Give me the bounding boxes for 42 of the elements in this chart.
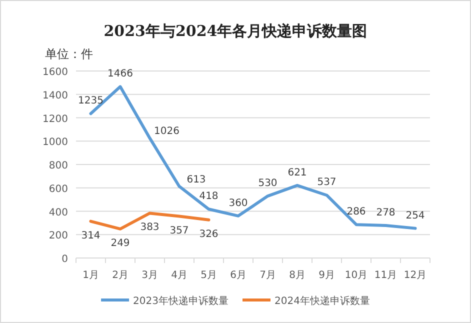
data-label: 418: [199, 191, 218, 202]
x-tick-label: 9月: [318, 270, 335, 281]
data-label: 530: [258, 178, 278, 190]
x-tick-label: 1月: [82, 270, 99, 281]
x-tick-label: 6月: [230, 270, 246, 281]
chart-title: 2023年与2024年各月快递申诉数量图: [104, 22, 368, 40]
y-tick-label: 0: [62, 254, 68, 265]
x-tick-label: 7月: [260, 270, 276, 281]
data-label: 1466: [108, 68, 133, 80]
data-label: 278: [376, 208, 396, 219]
data-label: 254: [406, 210, 425, 222]
legend-label: 2023年快递申诉数量: [133, 295, 228, 307]
data-label: 360: [228, 198, 248, 209]
data-label: 613: [186, 174, 206, 186]
data-label: 326: [199, 228, 218, 240]
y-tick-label: 600: [48, 184, 68, 195]
y-tick-label: 200: [48, 230, 68, 242]
data-label: 249: [110, 238, 130, 249]
data-label: 286: [346, 206, 366, 218]
y-tick-label: 1000: [42, 137, 68, 148]
data-label: 314: [81, 230, 100, 242]
data-label: 357: [170, 225, 189, 236]
data-label: 1235: [78, 96, 104, 107]
data-label: 537: [317, 177, 336, 188]
y-tick-label: 1600: [42, 67, 68, 78]
data-label: 621: [288, 167, 307, 178]
y-tick-label: 1400: [42, 90, 68, 102]
x-tick-label: 5月: [200, 270, 217, 281]
x-tick-label: 8月: [289, 270, 306, 281]
legend-label: 2024年快递申诉数量: [274, 295, 370, 307]
x-tick-label: 10月: [344, 270, 368, 281]
x-tick-label: 12月: [404, 270, 427, 281]
x-tick-label: 4月: [171, 270, 188, 281]
y-axis-title: 单位：件: [45, 47, 93, 61]
y-tick-label: 800: [48, 160, 68, 172]
data-label: 1026: [154, 126, 180, 138]
data-label: 383: [140, 222, 160, 234]
y-tick-label: 400: [48, 207, 68, 218]
x-tick-label: 3月: [142, 270, 158, 281]
x-tick-label: 11月: [374, 270, 398, 281]
y-tick-label: 1200: [42, 114, 68, 125]
x-tick-label: 2月: [112, 270, 128, 281]
